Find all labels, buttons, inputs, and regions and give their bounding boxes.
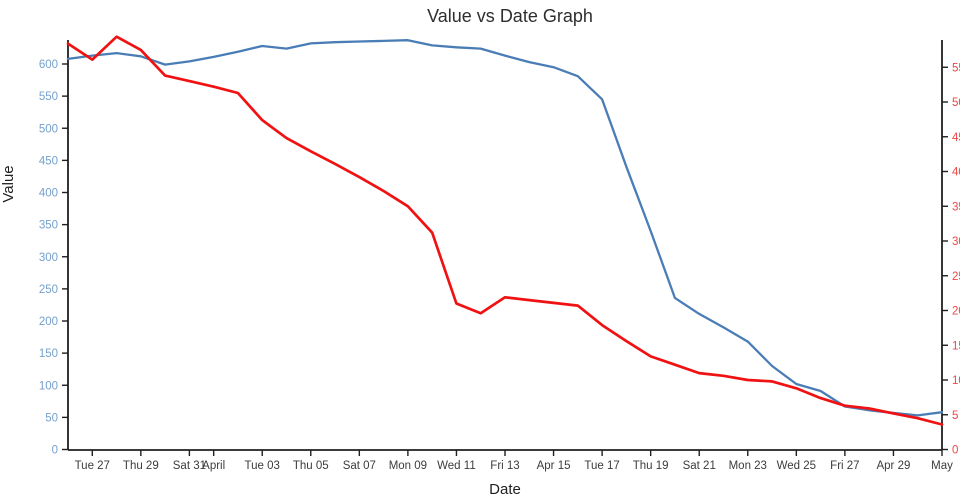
x-tick-label: Fri 27 xyxy=(830,460,859,472)
left-tick-label: 400 xyxy=(39,188,58,200)
x-tick-label: Tue 03 xyxy=(245,460,280,472)
left-tick-label: 150 xyxy=(39,348,58,360)
x-tick-label: Apr 29 xyxy=(876,460,910,472)
right-tick-label: 45 xyxy=(952,132,960,144)
right-tick-label: 10 xyxy=(952,375,960,387)
x-tick-label: April xyxy=(202,460,225,472)
blue-series-line xyxy=(66,39,944,417)
x-tick-label: Wed 11 xyxy=(437,460,476,472)
x-tick-label: May xyxy=(931,460,953,472)
right-tick-label: 35 xyxy=(952,201,960,213)
right-tick-label: 50 xyxy=(952,97,960,109)
left-tick-label: 450 xyxy=(39,155,58,167)
left-tick-label: 350 xyxy=(39,220,58,232)
right-tick-label: 40 xyxy=(952,167,960,179)
right-tick-label: 5 xyxy=(952,410,958,422)
x-tick-label: Tue 27 xyxy=(75,460,110,472)
right-tick-label: 0 xyxy=(952,445,958,457)
left-tick-label: 0 xyxy=(52,445,58,457)
x-axis-title: Date xyxy=(489,481,521,498)
x-tick-label: Fri 13 xyxy=(490,460,519,472)
x-tick-label: Sat 21 xyxy=(683,460,716,472)
x-tick-label: Wed 25 xyxy=(777,460,816,472)
left-tick-label: 550 xyxy=(39,91,58,103)
right-axis-ticks: 0 5 10 15 20 25 30 35 40 45 50 55 xyxy=(942,62,960,457)
left-tick-label: 300 xyxy=(39,252,58,264)
left-tick-label: 50 xyxy=(45,412,58,424)
chart-title: Value vs Date Graph xyxy=(427,6,593,26)
right-tick-label: 25 xyxy=(952,271,960,283)
right-tick-label: 20 xyxy=(952,306,960,318)
left-tick-label: 500 xyxy=(39,123,58,135)
left-tick-label: 250 xyxy=(39,284,58,296)
x-tick-label: Thu 19 xyxy=(633,460,669,472)
y-axis-title: Value xyxy=(0,165,17,202)
red-series-line xyxy=(66,35,944,426)
x-tick-label: Tue 17 xyxy=(584,460,619,472)
right-tick-label: 15 xyxy=(952,340,960,352)
left-axis-ticks: 0 50 100 150 200 250 300 350 400 450 500 550 600 xyxy=(39,59,68,457)
x-tick-label: Mon 23 xyxy=(729,460,767,472)
x-tick-label: Thu 05 xyxy=(293,460,329,472)
x-tick-label: Mon 09 xyxy=(389,460,427,472)
right-tick-label: 55 xyxy=(952,62,960,74)
left-tick-label: 600 xyxy=(39,59,58,71)
left-tick-label: 100 xyxy=(39,380,58,392)
x-tick-label: Apr 15 xyxy=(537,460,571,472)
left-tick-label: 200 xyxy=(39,316,58,328)
x-tick-label: Sat 31 xyxy=(173,460,206,472)
x-tick-label: Sat 07 xyxy=(343,460,376,472)
right-tick-label: 30 xyxy=(952,236,960,248)
x-tick-label: Thu 29 xyxy=(123,460,159,472)
